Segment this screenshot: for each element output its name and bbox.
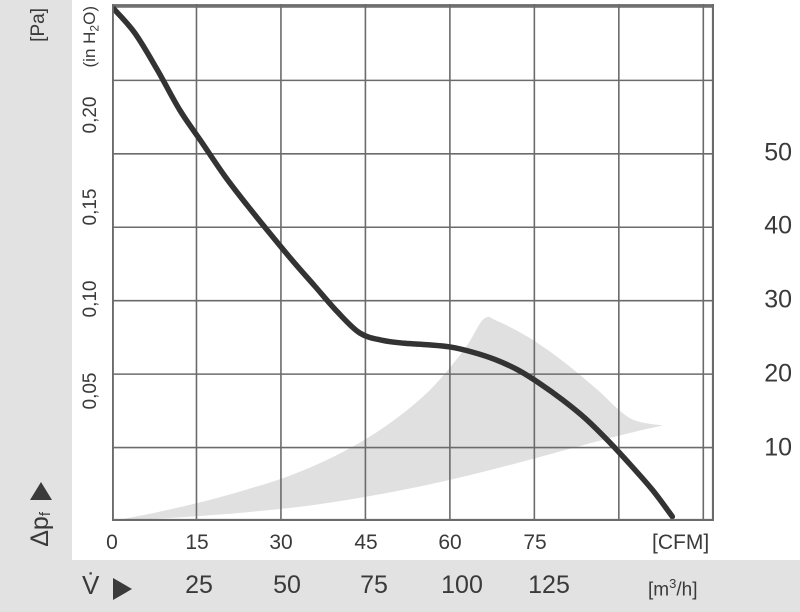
x2-axis-tick-m3h-75: 75	[360, 571, 388, 599]
y2-unit-part-b: 2	[87, 24, 102, 32]
y-axis-direction-arrow-icon	[30, 482, 52, 500]
y-axis-label-delta-pf: Δpf	[26, 512, 55, 547]
x-axis-tick-cfm-0: 0	[106, 531, 118, 554]
y2-axis-tick-020: 0,20	[80, 96, 101, 134]
x-axis-tick-cfm-75: 75	[523, 531, 547, 554]
y2-unit-part-c: O)	[80, 6, 99, 25]
y-axis-label-subscript-f: f	[37, 512, 54, 517]
bottom-axis-panel	[0, 560, 800, 612]
major-horizontal-gridlines	[112, 6, 714, 449]
x2-axis-tick-m3h-50: 50	[273, 571, 301, 599]
y-axis-tick-pa-10: 10	[764, 433, 792, 462]
x2-unit-part-b: 3	[669, 576, 677, 591]
y-axis-tick-pa-20: 20	[764, 359, 792, 388]
plot-svg	[112, 4, 714, 521]
y2-axis-unit-inh2o: (in H2O)	[80, 6, 101, 67]
x-axis-unit-cfm: [CFM]	[652, 531, 710, 554]
x-axis-tick-cfm-45: 45	[354, 531, 378, 554]
x2-unit-part-c: /h]	[676, 579, 698, 601]
x2-axis-unit-m3h: [m3/h]	[648, 576, 697, 601]
plot-area	[112, 4, 714, 521]
y2-axis-tick-010: 0,10	[80, 280, 101, 318]
x2-unit-part-a: [m	[648, 579, 670, 601]
fan-characteristic-curve	[112, 4, 676, 520]
x-axis-tick-cfm-15: 15	[185, 531, 209, 554]
vertical-gridlines	[195, 4, 705, 521]
y2-unit-part-a: (in H	[80, 31, 99, 68]
y-axis-tick-pa-30: 30	[764, 285, 792, 314]
x2-axis-tick-m3h-25: 25	[185, 571, 213, 599]
x-axis-direction-arrow-icon	[113, 578, 132, 600]
x-axis-tick-cfm-30: 30	[269, 531, 293, 554]
x-axis-label-volumetric-flow: V̇	[82, 570, 100, 600]
x2-axis-tick-m3h-125: 125	[528, 571, 570, 599]
y-axis-unit-pa: [Pa]	[28, 8, 49, 42]
y-axis-tick-pa-40: 40	[764, 211, 792, 240]
x-axis-tick-cfm-60: 60	[438, 531, 462, 554]
y-axis-tick-pa-50: 50	[764, 138, 792, 167]
y-axis-label-delta-p: Δp	[26, 516, 54, 547]
y2-axis-tick-015: 0,15	[80, 188, 101, 226]
y2-axis-tick-005: 0,05	[80, 372, 101, 410]
left-axis-panel	[0, 0, 72, 560]
x2-axis-tick-m3h-100: 100	[441, 571, 483, 599]
recommended-operating-range-shape	[112, 316, 663, 521]
